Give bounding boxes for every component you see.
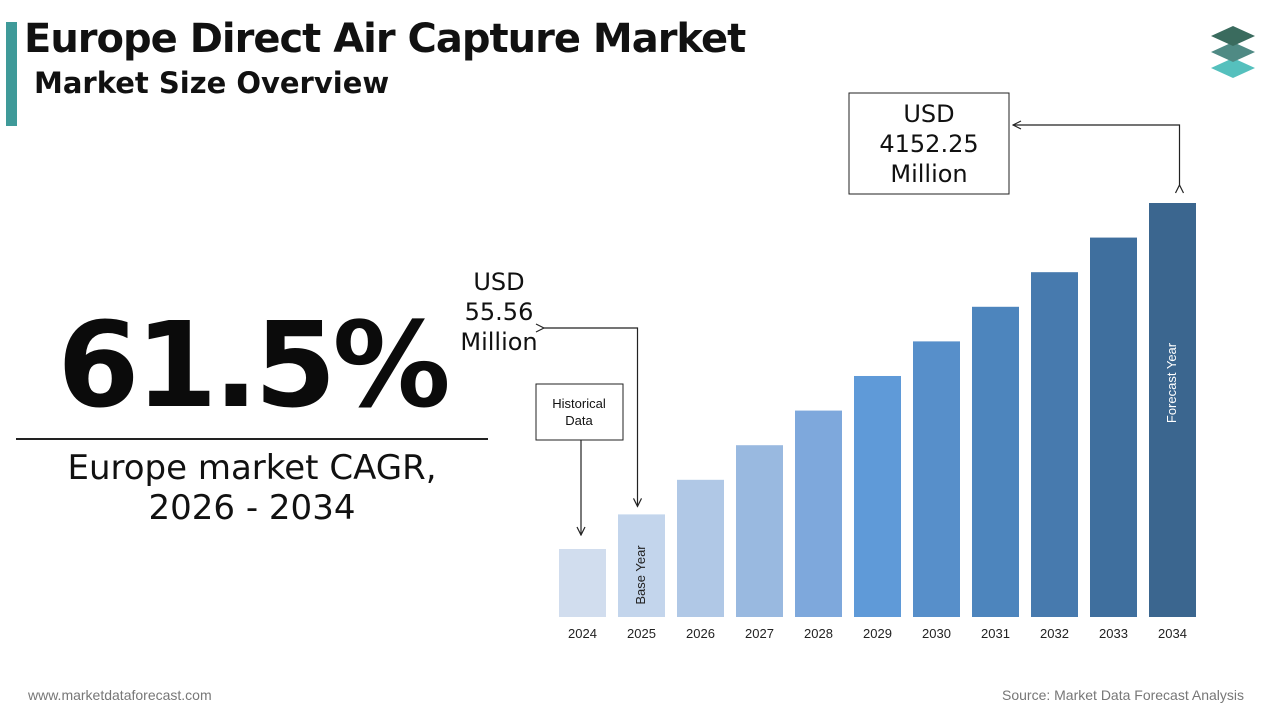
x-axis-ticks: 2024 2025 2026 2027 2028 2029 2030 2031 2032 2033… [568, 626, 1187, 641]
bar-label-2025: Base Year [633, 545, 648, 605]
accent-bar [6, 22, 17, 126]
bar-2032 [1031, 272, 1078, 617]
x-tick-2024: 2024 [568, 626, 597, 641]
callouts-group: USD4152.25MillionUSD55.56MillionHistoric… [460, 92, 1180, 535]
end-value-line-2: Million [890, 160, 967, 188]
historical-line-0: Historical [552, 396, 606, 411]
x-tick-2026: 2026 [686, 626, 715, 641]
x-tick-2030: 2030 [922, 626, 951, 641]
bar-2033 [1090, 237, 1137, 617]
logo-layer-middle [1211, 42, 1255, 62]
x-tick-2027: 2027 [745, 626, 774, 641]
end-value-connector [1013, 125, 1180, 185]
bar-2031 [972, 306, 1019, 617]
x-tick-2033: 2033 [1099, 626, 1128, 641]
end-value-box [848, 92, 1010, 195]
bar-2030 [913, 341, 960, 617]
cagr-label-line1: Europe market CAGR, [67, 448, 437, 488]
start-value-line-1: 55.56 [465, 298, 534, 326]
historical-line-1: Data [565, 413, 593, 428]
x-tick-2029: 2029 [863, 626, 892, 641]
logo-layer-bottom [1211, 58, 1255, 78]
cagr-label-line2: 2026 - 2034 [148, 488, 356, 528]
bar-2024 [559, 549, 606, 617]
logo-layer-top [1211, 26, 1255, 46]
end-value-line-0: USD [903, 100, 954, 128]
bar-2029 [854, 375, 901, 617]
cagr-divider [16, 438, 488, 440]
x-tick-2028: 2028 [804, 626, 833, 641]
bar-2027 [736, 445, 783, 617]
bar-label-2034: Forecast Year [1164, 342, 1179, 423]
x-tick-2031: 2031 [981, 626, 1010, 641]
bar-2028 [795, 410, 842, 617]
bar-2026 [677, 479, 724, 617]
cagr-label: Europe market CAGR, 2026 - 2034 [16, 448, 488, 528]
cagr-value: 61.5% [57, 296, 450, 434]
stacked-layers-icon [1211, 26, 1255, 78]
bar-2025 [618, 514, 665, 617]
page-subtitle: Market Size Overview [34, 66, 390, 100]
start-value-line-2: Million [460, 328, 537, 356]
bars-group: Base Year Forecast Year [559, 203, 1196, 617]
historical-box [535, 383, 624, 441]
footer-source: Source: Market Data Forecast Analysis [1002, 687, 1244, 703]
x-tick-2034: 2034 [1158, 626, 1187, 641]
x-tick-2032: 2032 [1040, 626, 1069, 641]
footer-website: www.marketdataforecast.com [28, 687, 212, 703]
bar-2034 [1149, 203, 1196, 617]
start-value-line-0: USD [473, 268, 524, 296]
page-title: Europe Direct Air Capture Market [24, 16, 746, 62]
end-value-line-1: 4152.25 [879, 130, 978, 158]
start-value-connector [544, 328, 638, 506]
x-tick-2025: 2025 [627, 626, 656, 641]
